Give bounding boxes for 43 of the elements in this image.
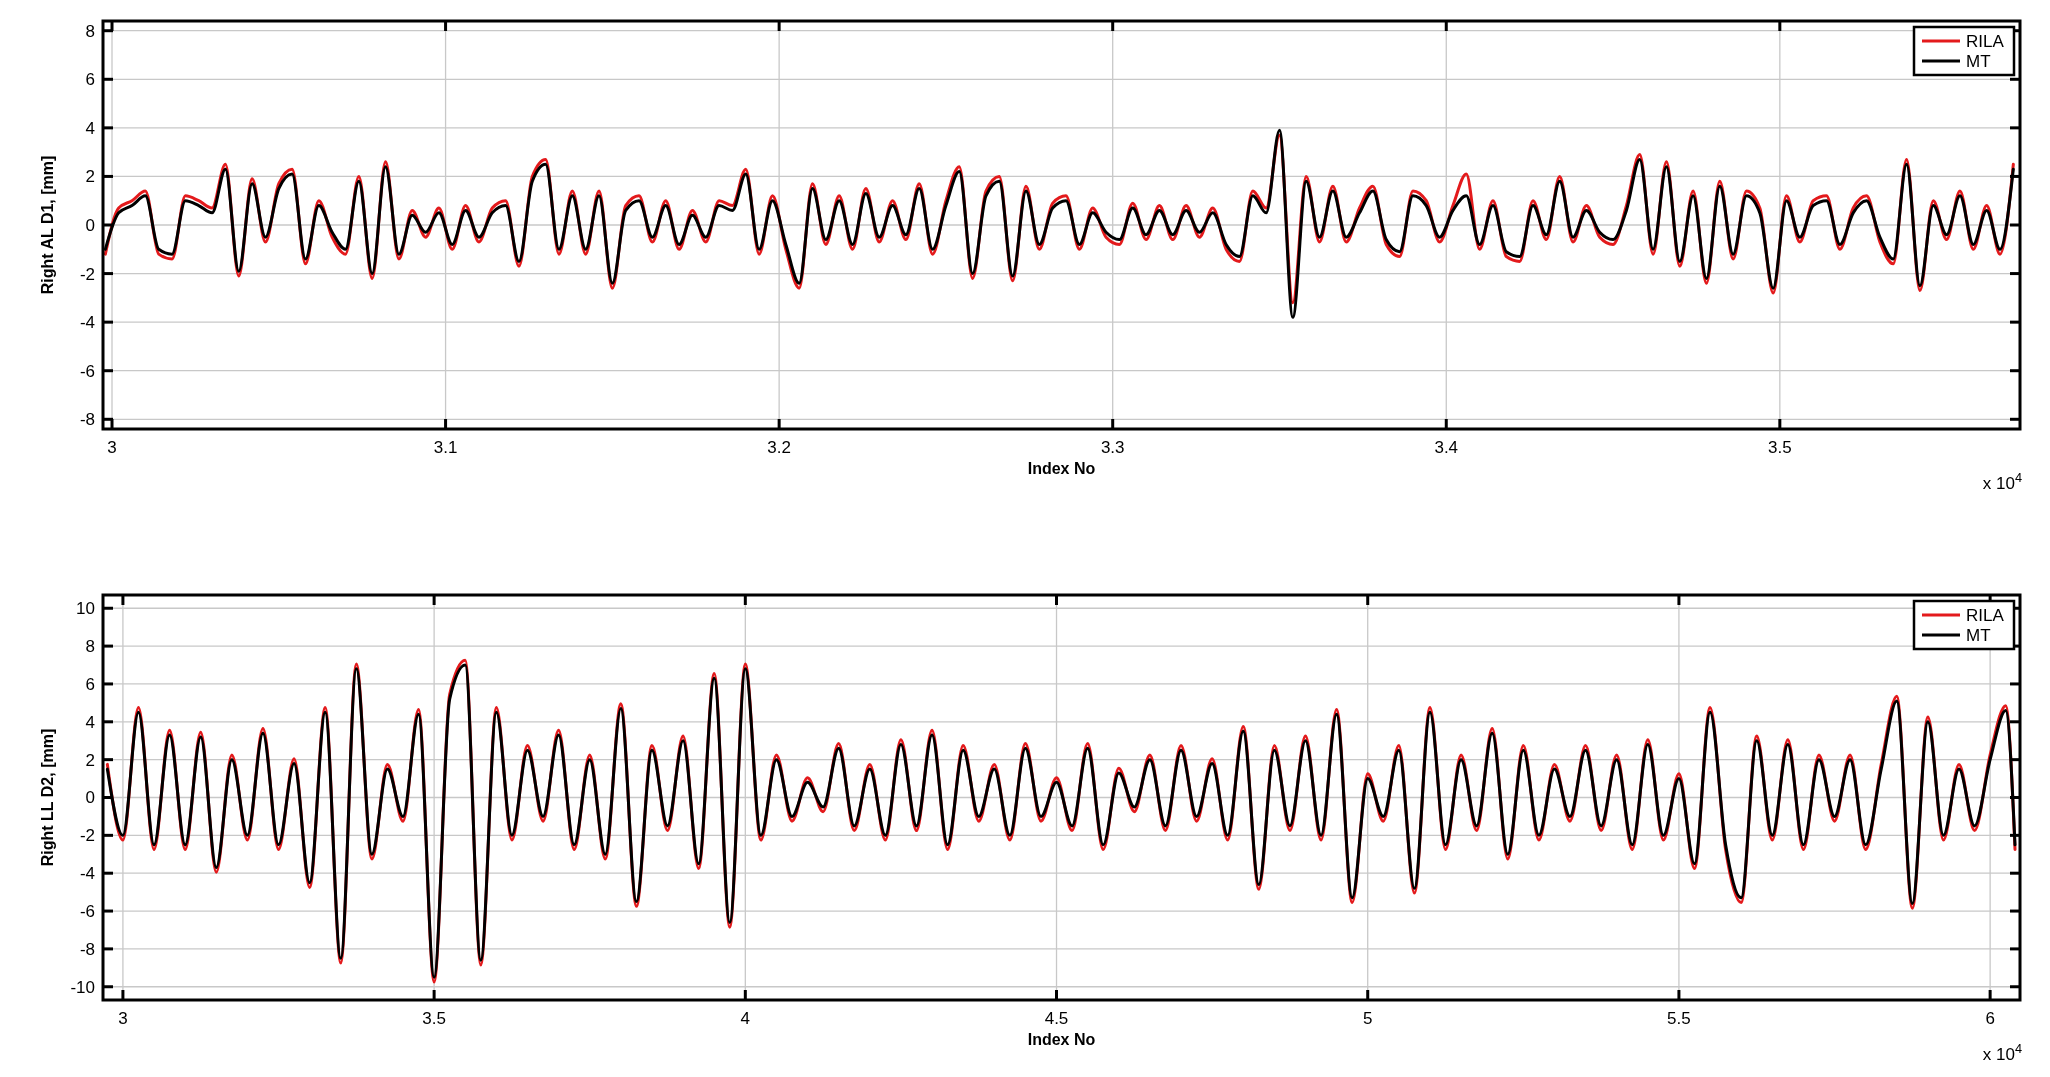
y-tick-label: -6 <box>79 361 95 381</box>
legend-label: MT <box>1966 625 1991 645</box>
text: x 10$^{4}$ <box>1982 1040 2022 1064</box>
x-tick-label: 5 <box>1362 1009 1373 1028</box>
y-tick-label: 2 <box>85 750 95 770</box>
x-tick-label: 5.5 <box>1667 1009 1691 1028</box>
y-tick-label: 4 <box>85 118 95 138</box>
text: x 10$^{4}$ <box>1982 469 2022 493</box>
x-tick-label: 3 <box>118 1009 128 1028</box>
y-tick-label: 6 <box>85 70 95 90</box>
y-tick-label: 0 <box>85 788 95 808</box>
legend-label: MT <box>1966 51 1991 71</box>
y-tick-label: -2 <box>79 264 95 284</box>
y-tick-label: 8 <box>85 21 95 41</box>
legend-label: RILA <box>1966 605 2005 625</box>
x-tick-label: 3.3 <box>1100 438 1125 457</box>
y-tick-label: 8 <box>85 637 95 657</box>
x-tick-label: 3.1 <box>433 438 458 457</box>
y-tick-label: -2 <box>79 826 95 846</box>
y-axis-title: Right AL D1, [mm] <box>39 155 56 295</box>
y-tick-label: 4 <box>85 712 95 732</box>
y-tick-label: -8 <box>79 939 95 959</box>
y-tick-label: -4 <box>79 313 95 333</box>
y-tick-label: -6 <box>79 902 95 921</box>
legend-label: RILA <box>1966 31 2005 51</box>
x-tick-label: 3.5 <box>1768 438 1792 457</box>
x-tick-label: 3 <box>107 438 117 457</box>
y-axis-title: Right LL D2, [mm] <box>39 728 56 867</box>
x-axis-title: Index No <box>1027 1031 1096 1048</box>
x-tick-label: 6 <box>1985 1009 1995 1028</box>
x-tick-label: 3.2 <box>767 438 791 457</box>
y-tick-label: 10 <box>76 599 95 619</box>
x-tick-label: 4 <box>740 1009 751 1028</box>
y-tick-label: 6 <box>85 674 95 694</box>
y-tick-label: -10 <box>70 977 95 997</box>
y-tick-label: 0 <box>85 215 95 235</box>
x-tick-label: 3.4 <box>1434 438 1459 457</box>
x-tick-label: 3.5 <box>422 1009 446 1028</box>
x-axis-title: Index No <box>1027 460 1096 477</box>
y-tick-label: -4 <box>79 864 95 884</box>
y-tick-label: 2 <box>85 167 95 187</box>
y-tick-label: -8 <box>79 410 95 430</box>
x-tick-label: 4.5 <box>1044 1009 1069 1028</box>
